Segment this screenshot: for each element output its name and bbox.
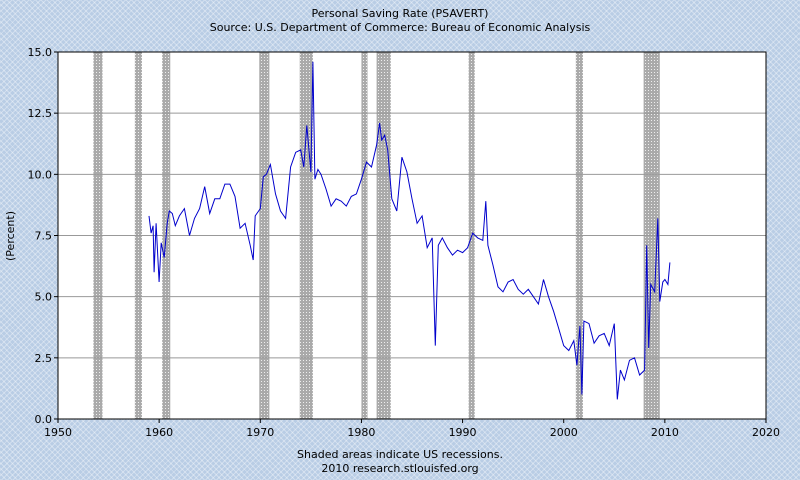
chart-title: Personal Saving Rate (PSAVERT) (312, 7, 489, 20)
y-tick-label: 10.0 (28, 168, 53, 181)
x-tick-label: 1970 (246, 426, 274, 439)
y-tick-label: 5.0 (35, 291, 53, 304)
y-tick-label: 12.5 (28, 107, 53, 120)
series-line-group (148, 61, 671, 400)
x-tick-label: 1950 (44, 426, 72, 439)
y-tick-label: 2.5 (35, 352, 53, 365)
x-tick-label: 1990 (449, 426, 477, 439)
chart-subtitle: Source: U.S. Department of Commerce: Bur… (210, 21, 591, 34)
x-tick-label: 2000 (550, 426, 578, 439)
series-line (148, 61, 671, 400)
y-tick-label: 0.0 (35, 413, 53, 426)
x-tick-label: 1960 (145, 426, 173, 439)
footer-source: 2010 research.stlouisfed.org (321, 462, 478, 475)
y-axis-label: (Percent) (4, 211, 17, 261)
x-tick-label: 2010 (651, 426, 679, 439)
x-tick-label: 1980 (347, 426, 375, 439)
recession-note: Shaded areas indicate US recessions. (297, 448, 503, 461)
y-axis-ticks: 0.0 2.5 5.0 7.5 10.0 12.5 15.0 (28, 46, 58, 426)
y-tick-label: 7.5 (35, 230, 53, 243)
x-tick-label: 2020 (752, 426, 780, 439)
plot-border (57, 51, 767, 420)
y-tick-label: 15.0 (28, 46, 53, 59)
x-axis-ticks: 1950 1960 1970 1980 1990 2000 2010 2020 (44, 419, 780, 439)
